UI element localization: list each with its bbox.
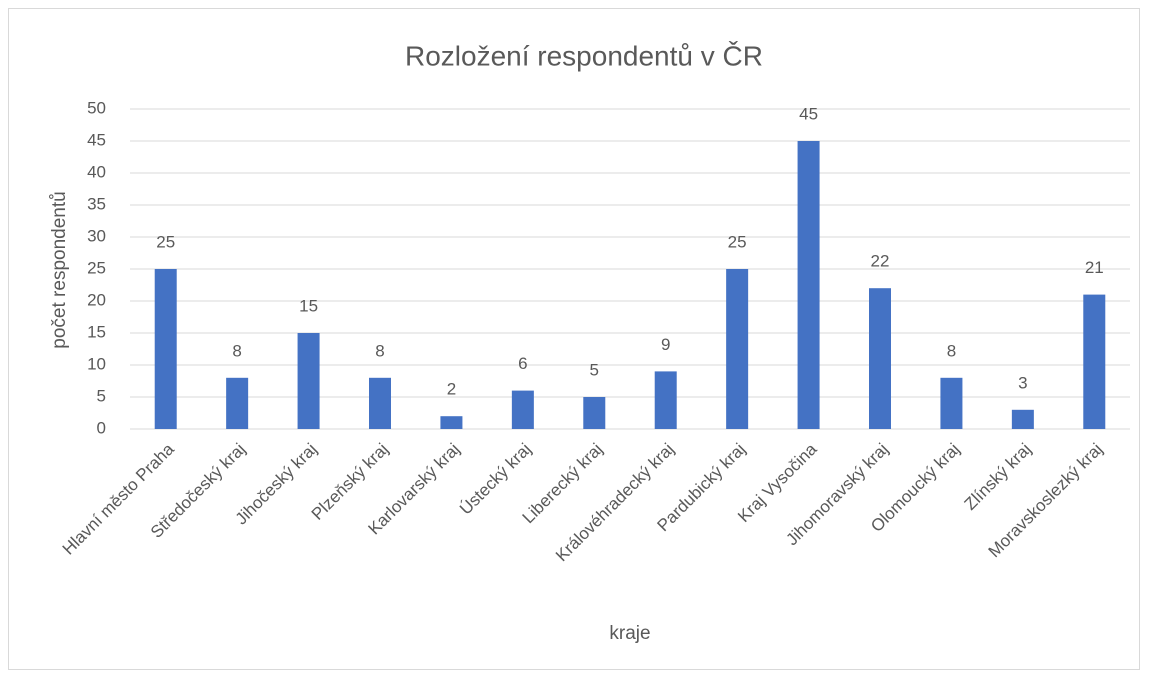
bar bbox=[654, 371, 677, 429]
data-label: 22 bbox=[871, 252, 890, 271]
data-label: 25 bbox=[156, 232, 175, 251]
x-axis-title: kraje bbox=[609, 623, 650, 644]
bar bbox=[726, 269, 749, 429]
bar bbox=[797, 141, 820, 429]
bar bbox=[511, 390, 534, 429]
y-tick-label: 50 bbox=[87, 98, 106, 117]
y-tick-label: 15 bbox=[87, 322, 106, 341]
data-label: 6 bbox=[518, 354, 527, 373]
bar bbox=[1083, 294, 1106, 429]
data-label: 2 bbox=[447, 380, 456, 399]
bar bbox=[440, 416, 463, 429]
bar bbox=[583, 397, 606, 429]
data-label: 8 bbox=[375, 341, 384, 360]
bar bbox=[869, 288, 891, 429]
y-tick-label: 40 bbox=[87, 162, 106, 181]
y-tick-label: 30 bbox=[87, 226, 106, 245]
bar bbox=[154, 269, 177, 429]
data-label: 15 bbox=[299, 296, 318, 315]
bar bbox=[940, 377, 963, 429]
data-label: 45 bbox=[799, 104, 818, 123]
data-label: 5 bbox=[590, 360, 599, 379]
bar bbox=[369, 377, 391, 429]
data-label: 3 bbox=[1018, 373, 1027, 392]
y-tick-label: 35 bbox=[87, 194, 106, 213]
chart-title: Rozložení respondentů v ČR bbox=[405, 40, 763, 71]
bar bbox=[297, 333, 320, 429]
y-tick-label: 45 bbox=[87, 130, 106, 149]
bar bbox=[226, 377, 249, 429]
y-tick-label: 10 bbox=[87, 354, 106, 373]
y-tick-label: 0 bbox=[97, 418, 106, 437]
data-label: 8 bbox=[947, 341, 956, 360]
y-axis-title: počet respondentů bbox=[49, 191, 70, 348]
data-label: 25 bbox=[728, 232, 747, 251]
data-label: 9 bbox=[661, 335, 670, 354]
data-label: 21 bbox=[1085, 258, 1104, 277]
bar bbox=[1011, 409, 1034, 429]
y-tick-label: 5 bbox=[97, 386, 106, 405]
chart-border bbox=[8, 8, 1140, 670]
y-tick-label: 25 bbox=[87, 258, 106, 277]
y-tick-label: 20 bbox=[87, 290, 106, 309]
data-label: 8 bbox=[232, 341, 241, 360]
